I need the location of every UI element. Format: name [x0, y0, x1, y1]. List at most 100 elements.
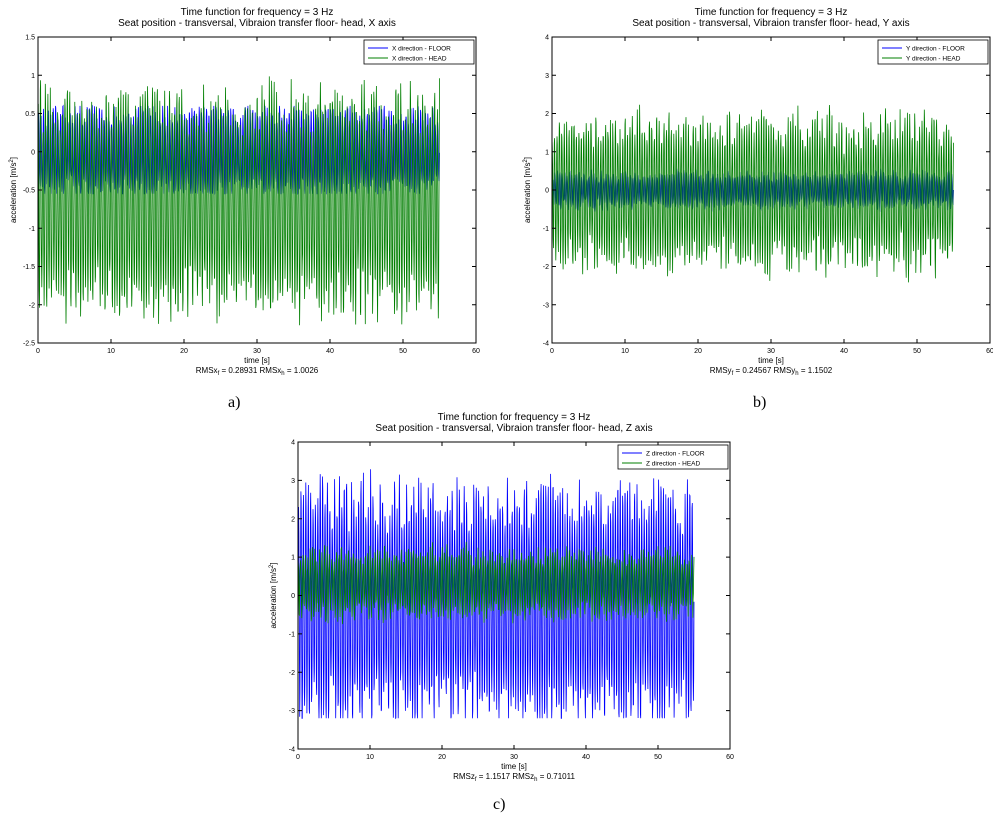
caption-b: b)	[753, 394, 767, 411]
y-axis-label-base: acceleration [m/s	[523, 163, 532, 223]
legend-box	[877, 39, 989, 65]
chart-subtitle: Seat position - transversal, Vibraion tr…	[632, 18, 909, 29]
caption-a: a)	[228, 394, 241, 411]
y-axis-label-sup: 2	[269, 564, 275, 568]
rms-floor-value: = 0.24567	[733, 366, 773, 375]
rms-head-label: RMSx	[260, 366, 282, 375]
x-tick-label: 50	[654, 754, 662, 761]
y-axis-label-sup: 2	[523, 159, 529, 163]
y-tick-label: -1	[289, 631, 295, 638]
y-axis-label: acceleration [m/s2]	[9, 157, 18, 223]
rms-head-value: = 1.1502	[799, 366, 833, 375]
rms-head-sub: h	[281, 371, 284, 377]
rms-head-label: RMSy	[774, 366, 796, 375]
y-tick-label: 0.5	[25, 111, 35, 118]
y-axis-label: acceleration [m/s2]	[523, 157, 532, 223]
series-line-y-direction-head	[552, 104, 954, 283]
x-tick-label: 10	[621, 348, 629, 355]
y-tick-label: 1.5	[25, 35, 35, 42]
y-tick-label: -2	[29, 302, 35, 309]
x-tick-label: 30	[253, 348, 261, 355]
y-tick-label: 0	[31, 149, 35, 156]
x-tick-label: 30	[767, 348, 775, 355]
rms-head-sub: h	[795, 371, 798, 377]
y-tick-label: -2	[543, 264, 549, 271]
x-tick-label: 10	[366, 754, 374, 761]
rms-floor-label: RMSy	[710, 366, 732, 375]
rms-head-label: RMSz	[512, 772, 534, 781]
rms-readout: RMSyf = 0.24567 RMSyh = 1.1502	[710, 366, 833, 377]
plot-series-group	[298, 469, 695, 720]
legend-entry: Z direction - HEAD	[646, 461, 700, 468]
legend-entry: X direction - HEAD	[392, 56, 447, 63]
rms-readout: RMSzf = 1.1517 RMSzh = 0.71011	[453, 772, 575, 783]
legend-box	[617, 444, 729, 470]
x-tick-label: 40	[582, 754, 590, 761]
x-tick-label: 0	[36, 348, 40, 355]
y-tick-label: 3	[545, 73, 549, 80]
y-tick-label: 1	[291, 555, 295, 562]
y-axis-label-end: ]	[523, 157, 532, 159]
x-tick-label: 50	[913, 348, 921, 355]
chart-subtitle: Seat position - transversal, Vibraion tr…	[375, 423, 652, 434]
y-tick-label: -1.5	[23, 264, 35, 271]
legend-entry: X direction - FLOOR	[392, 46, 451, 53]
rms-floor-label: RMSz	[453, 772, 475, 781]
legend-entry: Z direction - FLOOR	[646, 451, 705, 458]
y-tick-label: -3	[289, 708, 295, 715]
x-tick-label: 20	[438, 754, 446, 761]
chart-title: Time function for frequency = 3 Hz	[695, 7, 848, 18]
y-tick-label: -4	[289, 747, 295, 754]
y-tick-label: 1	[31, 73, 35, 80]
x-tick-label: 0	[550, 348, 554, 355]
caption-c: c)	[493, 796, 506, 813]
y-tick-label: -1	[29, 226, 35, 233]
x-tick-label: 0	[296, 754, 300, 761]
y-tick-label: -2	[289, 670, 295, 677]
legend: X direction - FLOOR X direction - HEAD	[363, 39, 475, 65]
x-tick-label: 20	[694, 348, 702, 355]
y-axis-label-base: acceleration [m/s	[9, 163, 18, 223]
rms-readout: RMSxf = 0.28931 RMSxh = 1.0026	[196, 366, 319, 377]
y-axis-label-end: ]	[269, 562, 278, 564]
y-tick-label: 1	[545, 149, 549, 156]
legend-box	[363, 39, 475, 65]
x-tick-label: 20	[180, 348, 188, 355]
series-line-x-direction-floor	[38, 104, 440, 195]
rms-floor-value: = 0.28931	[219, 366, 259, 375]
y-tick-label: -1	[543, 226, 549, 233]
x-tick-label: 30	[510, 754, 518, 761]
rms-floor-sub: f	[732, 371, 734, 377]
rms-floor-label: RMSx	[196, 366, 218, 375]
chart-title: Time function for frequency = 3 Hz	[181, 7, 334, 18]
x-tick-label: 60	[986, 348, 993, 355]
rms-floor-sub: f	[475, 777, 477, 783]
y-axis-label-base: acceleration [m/s	[269, 568, 278, 628]
plot-series-group	[38, 76, 440, 326]
rms-floor-sub: f	[218, 371, 220, 377]
rms-floor-value: = 1.1517	[477, 772, 513, 781]
chart-subtitle: Seat position - transversal, Vibraion tr…	[118, 18, 396, 29]
y-tick-label: 2	[291, 516, 295, 523]
y-tick-label: 2	[545, 111, 549, 118]
y-axis-label-sup: 2	[9, 159, 15, 163]
x-tick-label: 40	[326, 348, 334, 355]
legend: Z direction - FLOOR Z direction - HEAD	[617, 444, 729, 470]
legend-entry: Y direction - HEAD	[906, 56, 961, 63]
y-tick-label: -0.5	[23, 188, 35, 195]
rms-head-sub: h	[534, 777, 537, 783]
legend-entry: Y direction - FLOOR	[906, 46, 965, 53]
series-line-z-direction-head	[298, 541, 695, 625]
y-axis-label-end: ]	[9, 157, 18, 159]
y-tick-label: -2.5	[23, 341, 35, 348]
y-tick-label: 4	[545, 35, 549, 42]
x-tick-label: 60	[472, 348, 480, 355]
y-tick-label: -4	[543, 341, 549, 348]
x-tick-label: 50	[399, 348, 407, 355]
rms-head-value: = 0.71011	[537, 772, 575, 781]
y-tick-label: 3	[291, 478, 295, 485]
